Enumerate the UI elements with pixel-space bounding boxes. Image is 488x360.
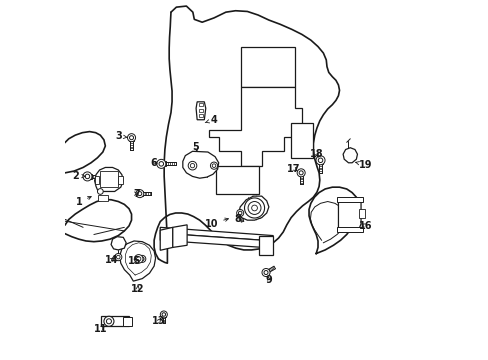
Circle shape: [104, 316, 114, 326]
Text: 11: 11: [93, 324, 107, 334]
Text: 8: 8: [234, 214, 241, 224]
Circle shape: [160, 311, 167, 318]
Text: 17: 17: [286, 163, 300, 174]
Text: 2: 2: [72, 171, 85, 181]
Polygon shape: [94, 167, 123, 192]
Circle shape: [299, 171, 303, 175]
Circle shape: [136, 190, 143, 198]
Polygon shape: [208, 87, 301, 166]
Polygon shape: [101, 316, 129, 326]
Polygon shape: [140, 259, 144, 261]
Polygon shape: [318, 160, 322, 164]
Polygon shape: [343, 148, 357, 163]
Circle shape: [262, 269, 269, 276]
Polygon shape: [100, 171, 118, 187]
Text: 4: 4: [205, 115, 217, 125]
Circle shape: [162, 313, 165, 316]
Polygon shape: [162, 315, 165, 317]
Circle shape: [212, 164, 215, 167]
Circle shape: [106, 319, 111, 324]
Text: 3: 3: [115, 131, 127, 141]
Polygon shape: [98, 195, 107, 201]
Text: 6: 6: [150, 158, 157, 168]
Polygon shape: [129, 138, 133, 141]
Text: 1: 1: [75, 197, 91, 207]
Polygon shape: [198, 103, 203, 107]
Circle shape: [97, 189, 103, 194]
Circle shape: [138, 192, 142, 195]
Text: 14: 14: [105, 255, 118, 265]
Polygon shape: [140, 192, 143, 196]
Circle shape: [244, 198, 264, 218]
Polygon shape: [238, 196, 268, 220]
Circle shape: [318, 158, 322, 162]
Polygon shape: [241, 47, 294, 87]
Circle shape: [236, 210, 243, 216]
Circle shape: [134, 255, 142, 263]
Circle shape: [315, 156, 325, 165]
Text: 7: 7: [133, 189, 140, 199]
Polygon shape: [118, 176, 123, 184]
Circle shape: [140, 257, 144, 261]
Polygon shape: [338, 199, 360, 228]
Polygon shape: [196, 102, 205, 120]
Text: 16: 16: [358, 221, 372, 231]
Text: 18: 18: [309, 149, 323, 159]
Circle shape: [247, 202, 261, 215]
Polygon shape: [358, 209, 364, 218]
Circle shape: [129, 136, 133, 140]
Polygon shape: [258, 235, 273, 255]
Polygon shape: [336, 227, 362, 232]
Circle shape: [297, 169, 305, 177]
Polygon shape: [298, 173, 303, 176]
Text: 19: 19: [355, 160, 372, 170]
Polygon shape: [94, 176, 99, 184]
Text: 5: 5: [192, 142, 199, 152]
Text: 15: 15: [128, 256, 142, 266]
Polygon shape: [160, 227, 273, 241]
Circle shape: [115, 253, 122, 261]
Circle shape: [210, 162, 217, 169]
Polygon shape: [198, 114, 203, 117]
Polygon shape: [198, 109, 203, 112]
Polygon shape: [160, 233, 273, 248]
Circle shape: [264, 270, 267, 275]
Circle shape: [136, 257, 141, 261]
Polygon shape: [238, 212, 242, 216]
Polygon shape: [160, 227, 172, 250]
Polygon shape: [120, 241, 155, 281]
Circle shape: [127, 134, 135, 142]
Polygon shape: [290, 123, 312, 158]
Circle shape: [116, 255, 120, 259]
Polygon shape: [161, 161, 165, 166]
Polygon shape: [123, 317, 131, 325]
Polygon shape: [172, 225, 187, 247]
Polygon shape: [87, 174, 91, 179]
Circle shape: [85, 174, 89, 179]
Text: 9: 9: [265, 275, 272, 285]
Circle shape: [251, 205, 257, 211]
Text: 10: 10: [204, 218, 228, 229]
Polygon shape: [336, 197, 362, 202]
Circle shape: [188, 161, 196, 170]
Text: 13: 13: [152, 316, 165, 325]
Circle shape: [238, 211, 242, 215]
Circle shape: [139, 255, 145, 262]
Polygon shape: [264, 269, 269, 274]
Text: 12: 12: [131, 284, 144, 294]
Circle shape: [190, 163, 194, 168]
Circle shape: [159, 162, 163, 166]
Polygon shape: [215, 166, 258, 194]
Polygon shape: [111, 237, 126, 250]
Polygon shape: [183, 151, 218, 178]
Circle shape: [83, 172, 92, 181]
Circle shape: [157, 159, 165, 168]
